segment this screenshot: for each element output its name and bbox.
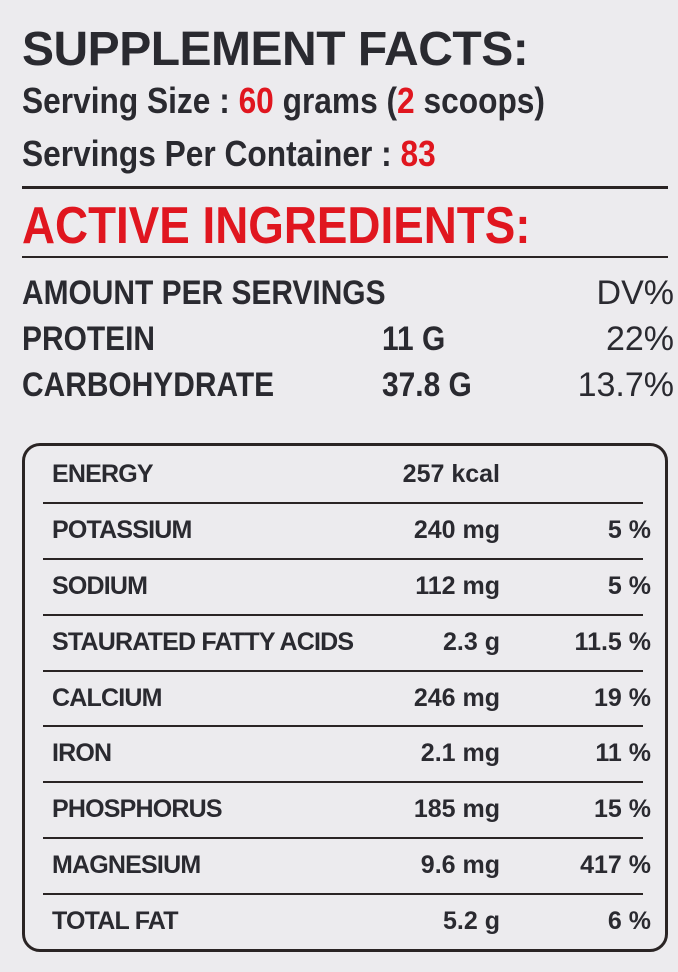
nutrient-name: PROTEIN xyxy=(22,320,155,358)
dv: 22% xyxy=(605,320,674,358)
divider xyxy=(22,256,668,258)
amount: 240 mg xyxy=(413,515,500,544)
nutrient-name: POTASSIUM xyxy=(52,515,192,544)
row-divider xyxy=(43,837,643,840)
nutrient-name: IRON xyxy=(52,739,112,768)
dv: 15 % xyxy=(594,795,651,824)
nutrition-table: ENERGY 257 kcal POTASSIUM 240 mg 5 % SODIUM 11… xyxy=(22,443,668,952)
dv: 5 % xyxy=(607,515,651,544)
serving-size: Serving Size : 60 grams (2 scoops) xyxy=(22,80,545,122)
title: SUPPLEMENT FACTS: xyxy=(22,23,529,76)
row-divider xyxy=(43,613,643,616)
nutrient-name: MAGNESIUM xyxy=(52,851,201,880)
amount: 2.3 g xyxy=(443,627,500,656)
nutrient-name: TOTAL FAT xyxy=(52,907,178,936)
amount: 246 mg xyxy=(413,683,500,712)
dv: 11 % xyxy=(595,739,651,768)
amount: 257 kcal xyxy=(402,460,500,488)
column-header: DV% xyxy=(596,274,674,312)
dv: 13.7% xyxy=(577,366,674,404)
dv: 6 % xyxy=(607,907,651,936)
amount: 2.1 mg xyxy=(420,739,500,768)
row-divider xyxy=(43,893,643,896)
nutrient-name: PHOSPHORUS xyxy=(52,795,223,824)
unit: grams ( xyxy=(282,80,398,121)
column-header: AMOUNT PER SERVINGS xyxy=(22,274,386,312)
nutrient-name: STAURATED FATTY ACIDS xyxy=(52,627,354,656)
amount: 37.8 G xyxy=(382,366,472,404)
row-divider xyxy=(43,669,643,672)
dv: 19 % xyxy=(594,683,651,712)
nutrient-name: SODIUM xyxy=(52,571,148,600)
row-divider xyxy=(43,501,643,504)
label: Serving Size : xyxy=(22,80,230,121)
nutrient-name: ENERGY xyxy=(52,460,154,488)
row-divider xyxy=(43,725,643,728)
dv: 5 % xyxy=(607,571,651,600)
amount: 60 xyxy=(238,80,274,121)
amount: 185 mg xyxy=(413,795,500,824)
amount: 112 mg xyxy=(415,571,500,600)
row-divider xyxy=(43,781,643,784)
label: Servings Per Container : xyxy=(22,133,392,174)
amount: 83 xyxy=(400,133,436,174)
divider xyxy=(22,186,668,189)
dv: 11.5 % xyxy=(574,627,651,656)
amount: 9.6 mg xyxy=(420,851,500,880)
scoops: 2 xyxy=(397,80,415,121)
nutrient-name: CARBOHYDRATE xyxy=(22,366,275,404)
amount: 11 G xyxy=(382,320,446,358)
row-divider xyxy=(43,557,643,560)
amount: 5.2 g xyxy=(443,907,500,936)
dv: 417 % xyxy=(580,851,651,880)
servings-per-container: Servings Per Container : 83 xyxy=(22,133,436,175)
scoops-unit: scoops) xyxy=(423,80,545,121)
nutrient-name: CALCIUM xyxy=(52,683,162,712)
active-title: ACTIVE INGREDIENTS: xyxy=(22,197,531,255)
